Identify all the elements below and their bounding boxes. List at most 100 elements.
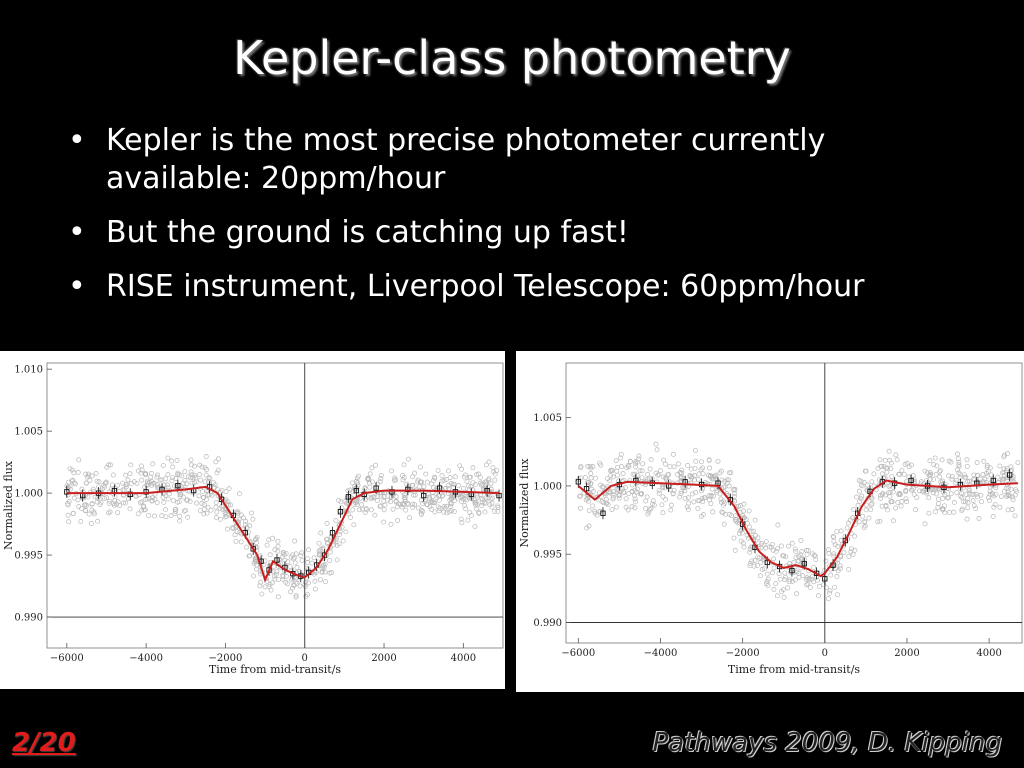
raw-point [369,465,375,471]
raw-point [786,579,792,585]
raw-point [368,507,374,513]
raw-point [244,544,250,550]
raw-point [290,552,296,558]
raw-point [245,529,251,535]
raw-point [598,482,604,488]
raw-point [926,495,932,501]
raw-point [435,504,441,510]
raw-point [755,554,761,560]
raw-point [848,546,854,552]
binned-point [329,530,336,536]
bullet-text: Kepler is the most precise photometer cu… [106,123,826,196]
raw-point [478,482,484,488]
y-tick-label: 1.000 [533,481,562,492]
raw-point [483,495,489,501]
raw-point [804,582,810,588]
raw-point [204,510,210,516]
raw-point [911,479,917,484]
raw-point [663,461,668,467]
raw-point [728,513,734,519]
raw-point [120,487,126,493]
raw-point [731,493,737,499]
raw-point [337,531,342,537]
raw-point [96,479,102,485]
raw-point [955,456,961,462]
raw-point [935,505,941,510]
raw-point [202,465,208,471]
raw-point [65,512,71,518]
y-tick-label: 1.005 [533,413,562,424]
raw-point [424,479,430,485]
raw-point [974,460,980,465]
plot-frame [565,362,1023,644]
raw-point [1001,473,1007,478]
raw-point [102,495,108,501]
raw-point [931,462,937,468]
raw-point [381,507,387,513]
raw-point [176,472,182,478]
raw-point [871,471,877,477]
raw-point [188,462,194,468]
raw-point [901,471,907,477]
raw-point [201,511,207,517]
raw-point [707,465,713,471]
raw-point [150,495,155,501]
raw-point [761,556,767,562]
raw-point [935,496,941,502]
raw-point [934,463,940,469]
raw-point [107,509,113,515]
raw-point [610,495,616,500]
raw-point [169,458,175,464]
raw-point [785,585,791,591]
raw-point [334,557,340,563]
raw-point [144,496,150,502]
raw-point [463,506,469,512]
raw-point [671,487,677,493]
raw-point [420,500,425,506]
raw-point [283,579,289,585]
y-tick-label: 0.990 [14,613,43,624]
raw-point [172,511,178,517]
raw-point [577,493,583,499]
raw-point [297,583,303,589]
raw-point [926,510,932,516]
raw-point [76,504,82,510]
raw-point [476,511,482,516]
raw-point [213,499,219,505]
raw-point [720,510,726,516]
raw-point [385,497,391,503]
raw-point [381,519,387,525]
raw-point [889,474,895,479]
raw-point [879,503,885,509]
raw-point [689,491,695,497]
raw-point [173,508,179,514]
raw-point [578,464,584,469]
raw-point [185,497,190,503]
raw-point [934,491,940,497]
raw-point [942,510,948,516]
raw-point [860,483,866,489]
raw-point [406,483,412,489]
raw-point [170,475,175,480]
raw-point [750,528,756,534]
raw-point [863,507,869,513]
raw-point [452,492,458,498]
raw-point [964,463,970,469]
raw-point [798,537,804,543]
raw-point [232,532,238,538]
raw-point [318,577,323,583]
raw-point [177,518,183,524]
raw-point [163,514,169,520]
raw-point [182,477,188,483]
raw-point [415,505,421,511]
raw-point [603,496,609,502]
raw-point [417,484,423,490]
raw-point [287,563,293,569]
raw-point [160,462,166,468]
raw-point [230,525,235,531]
raw-point [233,525,239,530]
raw-point [316,540,322,546]
raw-point [197,472,203,477]
raw-point [890,489,896,495]
raw-point [771,565,777,571]
